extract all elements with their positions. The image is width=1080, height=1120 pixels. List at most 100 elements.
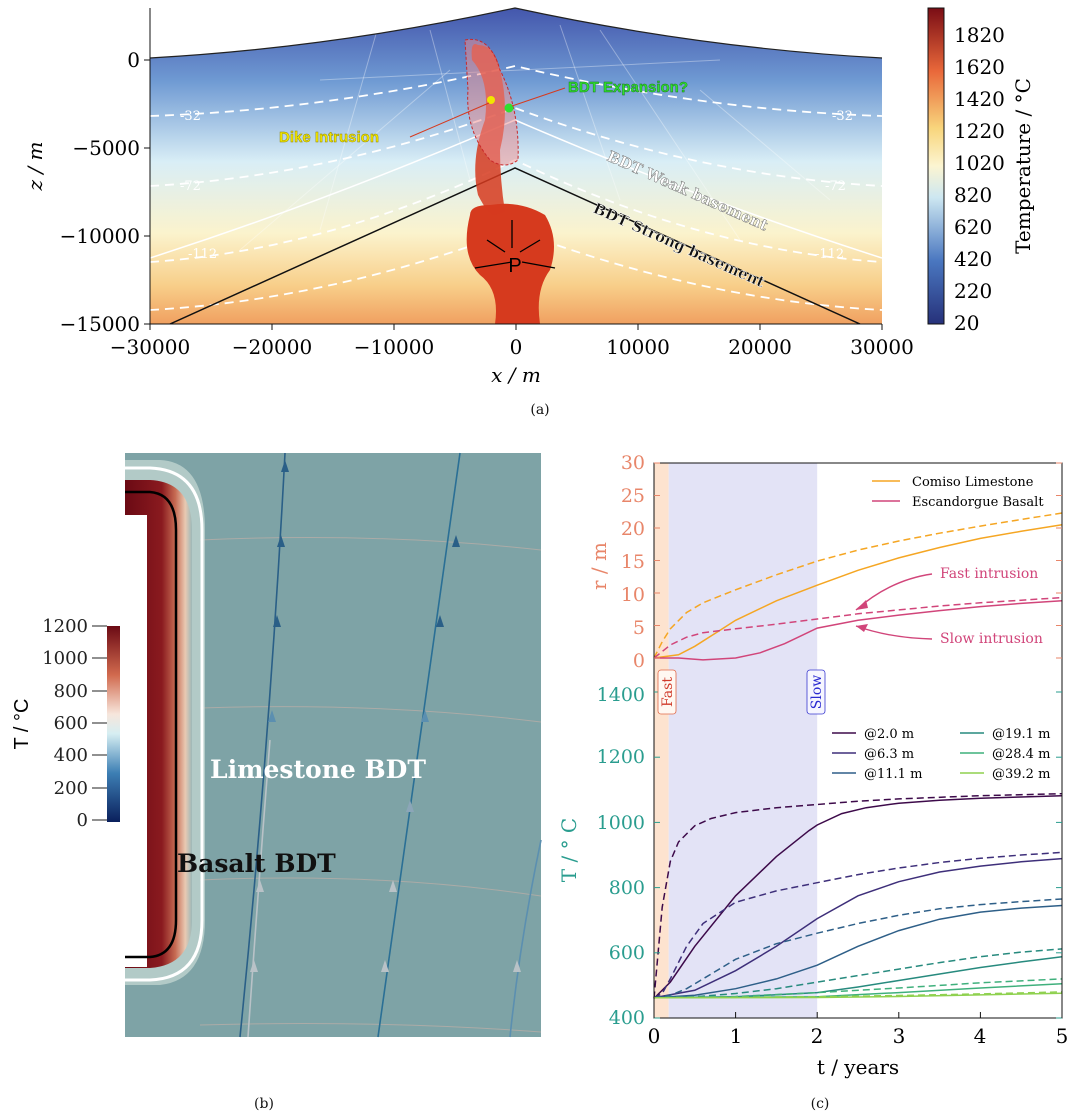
- fast-band: [654, 463, 669, 1018]
- slow-band: [668, 463, 818, 1018]
- x-tick-label: 2: [811, 1024, 824, 1048]
- colorbar-tick: 1000: [42, 648, 88, 669]
- panel-a-colorbar-ticks: 1820 1620 1420 1220 1020 820 620 420 220…: [954, 23, 1005, 335]
- slow-intrusion-label: Slow intrusion: [940, 631, 1043, 647]
- colorbar-tick: 400: [54, 745, 88, 766]
- T-tick-label: 1000: [597, 812, 645, 834]
- r-legend: Comiso Limestone Escandorgue Basalt: [872, 475, 1044, 510]
- slow-label: Slow: [809, 675, 825, 709]
- colorbar-tick: 820: [954, 183, 992, 207]
- isotherm-label: -72: [180, 179, 201, 194]
- colorbar-tick: 1220: [954, 119, 1005, 143]
- colorbar-tick: 620: [954, 215, 992, 239]
- fast-intrusion-arrow: [855, 573, 933, 611]
- panel-b-colorbar-label: T / °C: [11, 699, 33, 750]
- magma-chamber: [466, 203, 554, 324]
- r-tick-label: 20: [621, 518, 645, 540]
- fast-label: Fast: [660, 677, 676, 707]
- bdt-strong-line: [169, 167, 861, 324]
- series-line: [654, 600, 1063, 661]
- series-line: [653, 904, 1063, 999]
- expansion-marker: [504, 103, 514, 113]
- series-line: [653, 851, 1063, 999]
- y-tick-label: −10000: [60, 224, 140, 248]
- legend-label: @11.1 m: [864, 767, 922, 782]
- fast-intrusion-arrowhead: [856, 600, 868, 610]
- isotherm-label: -32: [180, 109, 201, 124]
- series-line: [653, 898, 1063, 999]
- colorbar-tick: 800: [54, 681, 88, 702]
- T-tick-label: 800: [609, 877, 645, 899]
- fast-intrusion-label: Fast intrusion: [940, 566, 1038, 582]
- panel-c-frame: [653, 462, 1063, 1019]
- basalt-bdt-contour: [125, 490, 178, 959]
- r-tick-label: 30: [621, 452, 645, 474]
- T-tick-label: 400: [609, 1007, 645, 1029]
- surface-line: [149, 7, 883, 59]
- panel-a-svg: P Dike Intrusion BDT Expansion? BDT Weak…: [23, 7, 1035, 387]
- T-tick-label: 600: [609, 942, 645, 964]
- colorbar-tick: 1200: [42, 616, 88, 637]
- bdt-expansion-label: BDT Expansion?: [568, 79, 688, 96]
- T-legend: @2.0 m @6.3 m @11.1 m @19.1 m @28.4 m @3…: [832, 727, 1050, 782]
- x-tick-label: 20000: [728, 335, 792, 359]
- r-tick-label: 0: [633, 650, 645, 672]
- pressure-label: P: [508, 255, 521, 277]
- fast-label-box: [657, 669, 677, 715]
- series-line: [653, 794, 1063, 999]
- series-line: [653, 792, 1063, 999]
- limestone-bdt-label: Limestone BDT: [210, 755, 426, 784]
- T-axis-label: T / ° C: [560, 818, 581, 882]
- y-tick-label: −5000: [72, 136, 140, 160]
- r-tick-label: 15: [621, 551, 645, 573]
- panel-a-ylabel: z / m: [23, 142, 47, 192]
- intrusion-cavity: [125, 515, 147, 967]
- isotherm-label: -112: [815, 247, 844, 262]
- x-tick-label: 4: [974, 1024, 987, 1048]
- panel-c: 30 25 20 15 10 5 0 r / m 1400 1200 1000 …: [557, 440, 1080, 1116]
- pressure-arrows: [474, 220, 556, 269]
- dike-marker: [487, 96, 495, 104]
- colorbar-tick: 200: [54, 778, 88, 799]
- r-tick-label: 25: [621, 485, 645, 507]
- panel-a-xticks: −30000 −20000 −10000 0 10000 20000 30000: [110, 335, 914, 359]
- series-line: [653, 992, 1063, 999]
- isotherm-label: -32: [832, 109, 853, 124]
- r-tick-labels: 30 25 20 15 10 5 0: [621, 452, 645, 672]
- colorbar-tick: 1820: [954, 23, 1005, 47]
- dike-intrusion-label: Dike Intrusion: [279, 129, 379, 146]
- x-tick-label: 10000: [606, 335, 670, 359]
- legend-label: Escandorgue Basalt: [912, 495, 1044, 510]
- x-tick-label: 3: [893, 1024, 906, 1048]
- isotherm-label: -72: [825, 179, 846, 194]
- expansion-leader: [511, 87, 566, 107]
- panel-b-colorbar: [107, 626, 120, 822]
- colorbar-tick: 20: [954, 311, 979, 335]
- slow-label-box: [806, 669, 826, 715]
- panel-a-xlabel: x / m: [491, 363, 541, 387]
- r-series-group: [653, 512, 1063, 661]
- isotherm-label: -112: [188, 247, 217, 262]
- y-tick-label: −15000: [60, 312, 140, 336]
- dike-leader: [409, 102, 490, 138]
- slow-intrusion-arrow: [855, 625, 933, 640]
- x-axis-label: t / years: [817, 1055, 899, 1079]
- x-tick-labels: 0 1 2 3 4 5: [648, 1024, 1069, 1048]
- isotherm-labels: -32 -32 -72 -72 -112 -112: [180, 109, 853, 262]
- flow-arrows: [250, 460, 521, 972]
- series-line: [653, 948, 1063, 999]
- panel-a-colorbar: [927, 7, 945, 325]
- x-tick-label: 5: [1056, 1024, 1069, 1048]
- legend-label: Comiso Limestone: [912, 475, 1034, 490]
- colorbar-tick: 0: [77, 810, 88, 831]
- legend-label: @6.3 m: [864, 747, 914, 762]
- series-line: [653, 857, 1063, 999]
- caption-c: (c): [810, 1096, 830, 1112]
- panel-b-colorbar-tickmarks: [92, 625, 107, 821]
- panel-b-colorbar-ticks: 1200 1000 800 600 400 200 0: [42, 616, 88, 831]
- panel-a-axes: [144, 8, 883, 330]
- colorbar-tick: 1620: [954, 55, 1005, 79]
- T-tick-label: 1400: [597, 684, 645, 706]
- basalt-bdt-label: Basalt BDT: [177, 849, 336, 878]
- panel-a-colorbar-label: Temperature / °C: [1011, 78, 1035, 254]
